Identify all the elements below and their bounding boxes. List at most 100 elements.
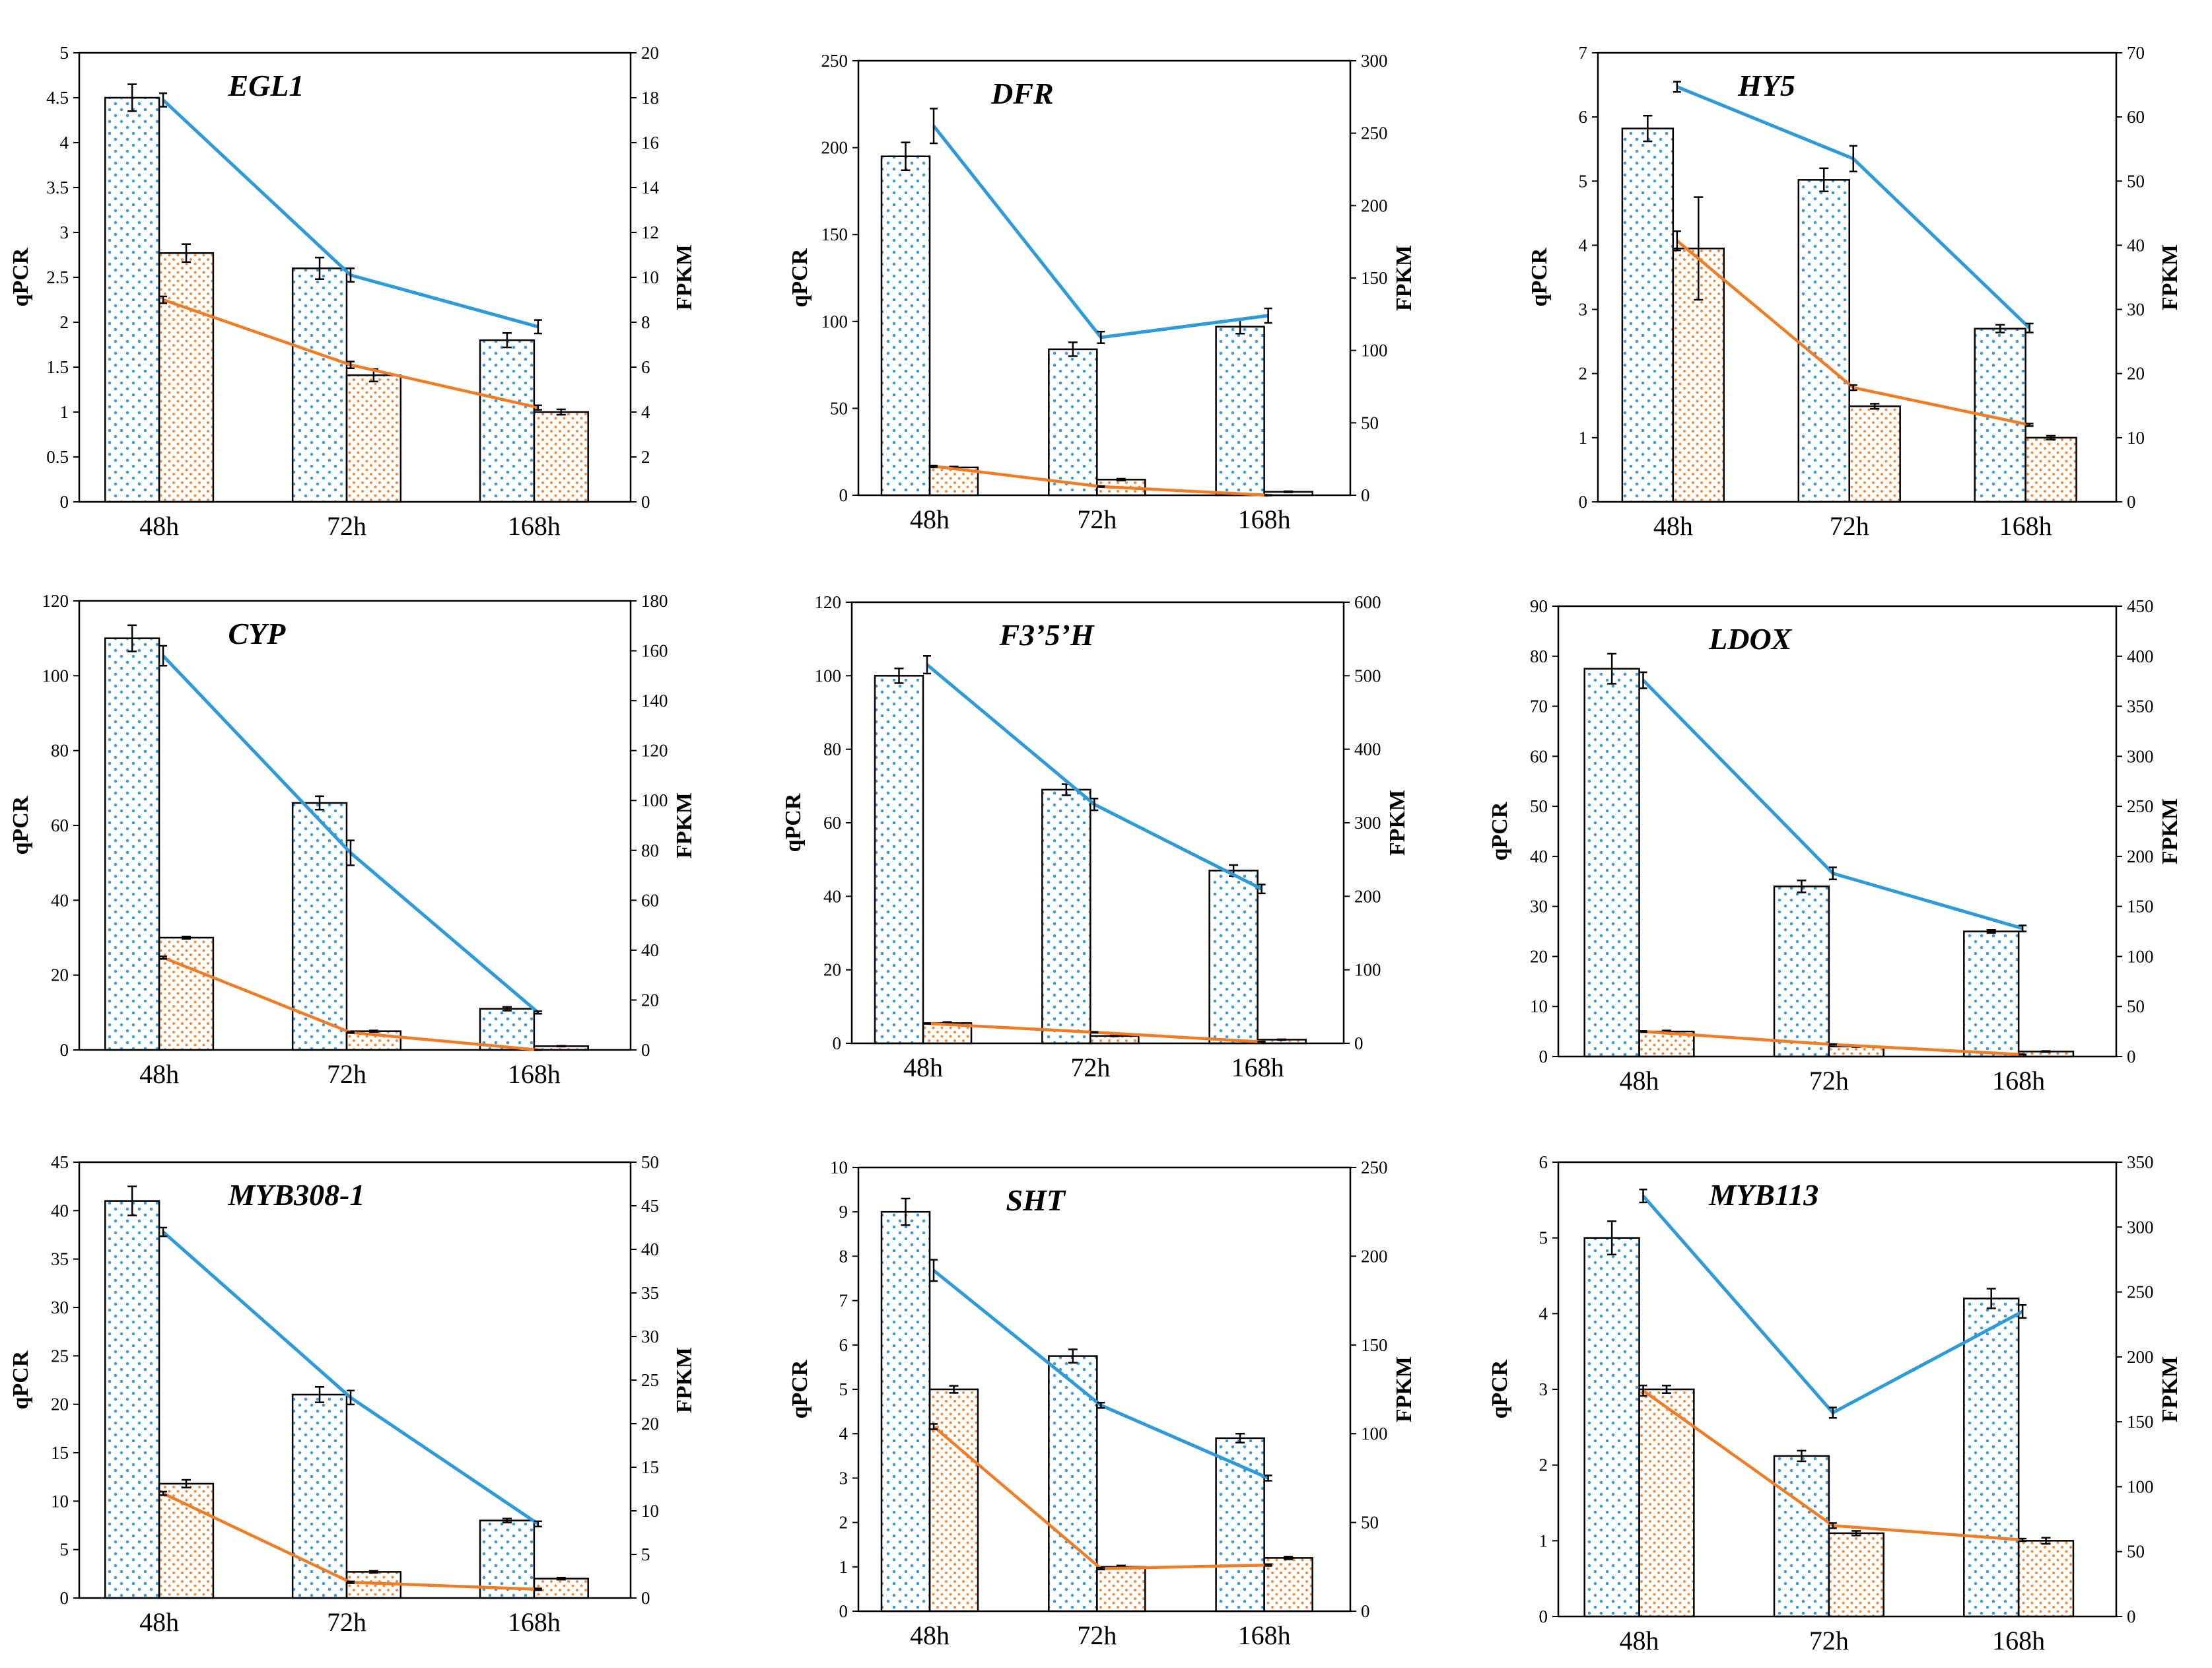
line-point-blue	[2019, 924, 2027, 932]
bar-orange-168h	[2017, 1540, 2075, 1618]
right-tick-label: 200	[1361, 195, 1388, 215]
bar-blue-48h	[880, 155, 931, 497]
bar-blue-72h	[1048, 348, 1098, 497]
left-tick-label: 40	[51, 890, 69, 910]
left-tick-label: 100	[821, 312, 848, 331]
category-label: 72h	[1077, 1620, 1117, 1650]
chart-panel-2: 0 50 100 150 200 250 0 50 100 150 200 250 300 qPCR FPK…	[788, 51, 1416, 534]
left-tick-label: 2	[839, 1513, 848, 1533]
line-point-blue	[1828, 1407, 1837, 1419]
errorbar-orange	[949, 1385, 959, 1394]
line-point-blue	[1097, 330, 1105, 344]
left-tick-label: 15	[51, 1443, 69, 1463]
right-tick-label: 4	[641, 402, 650, 422]
left-tick-label: 30	[1530, 897, 1548, 917]
category-label: 48h	[910, 504, 950, 534]
line-blue	[1676, 85, 2031, 330]
left-tick-label: 60	[51, 816, 69, 835]
left-axis-title: qPCR	[9, 1350, 33, 1409]
errorbar-orange	[181, 243, 191, 263]
chart-panel-4: 0 20 40 60 80 100 120 0 20 40 60 80 100 120 140 160 180 q…	[9, 591, 697, 1089]
chart-title: MYB308-1	[227, 1178, 364, 1212]
left-tick-label: 3	[1579, 300, 1588, 320]
bar-blue-48h	[1583, 668, 1640, 1058]
line-point-orange	[159, 956, 168, 960]
right-tick-label: 60	[2127, 107, 2145, 127]
chart-title: LDOX	[1708, 622, 1793, 656]
left-tick-label: 1	[1579, 428, 1588, 448]
line-point-blue	[1090, 798, 1099, 812]
right-tick-label: 30	[2127, 300, 2145, 320]
bar-blue-168h	[479, 339, 536, 503]
right-tick-label: 16	[641, 133, 659, 153]
line-point-orange	[923, 1022, 932, 1025]
chart-panel-6: 0 10 20 30 40 50 60 70 80 90 0 50 100 150 200 250 300 350…	[1488, 596, 2182, 1095]
left-tick-label: 0	[60, 1040, 69, 1060]
chart-title: CYP	[228, 617, 286, 650]
line-point-orange	[1828, 1043, 1837, 1046]
line-blue	[1642, 679, 2023, 930]
left-tick-label: 40	[51, 1200, 69, 1220]
errorbar-blue	[901, 1197, 911, 1226]
errorbar-blue	[502, 1006, 512, 1012]
errorbar-blue	[1986, 929, 1996, 934]
left-tick-label: 120	[815, 592, 842, 612]
left-tick-label: 50	[1530, 796, 1548, 816]
bar-blue-168h	[1208, 870, 1259, 1045]
right-tick-label: 50	[2127, 996, 2145, 1016]
errorbar-blue	[1986, 1288, 1996, 1309]
chart-title: DFR	[990, 77, 1054, 110]
line-point-blue	[1639, 671, 1647, 689]
errorbar-orange	[556, 408, 566, 416]
left-axis-title: qPCR	[9, 796, 33, 854]
errorbar-orange	[181, 1478, 191, 1489]
errorbar-blue	[127, 83, 137, 112]
left-tick-label: 7	[839, 1291, 848, 1311]
left-tick-label: 1	[1539, 1531, 1548, 1550]
plot-frame	[1557, 605, 2118, 1058]
left-tick-label: 20	[823, 960, 841, 980]
bar-blue-72h	[1041, 788, 1091, 1045]
line-point-orange	[1264, 494, 1272, 497]
line-blue	[932, 125, 1268, 339]
line-point-blue	[1673, 81, 1681, 93]
line-point-orange	[1639, 1030, 1647, 1033]
bar-blue-72h	[291, 802, 348, 1051]
line-point-orange	[2019, 1537, 2027, 1543]
right-tick-label: 150	[1361, 268, 1388, 288]
line-point-blue	[930, 108, 938, 145]
chart-panel-1: 0 0.5 1 1.5 2 2.5 3 3.5 4 4.5 5 0 2 4 6 8 10 12 14 16 18 20 qP…	[9, 43, 697, 541]
left-tick-label: 1	[60, 402, 69, 422]
left-tick-label: 120	[42, 591, 69, 611]
line-point-blue	[534, 319, 542, 335]
errorbar-blue	[894, 667, 904, 684]
right-tick-label: 80	[641, 841, 659, 860]
errorbar-orange	[1277, 1038, 1287, 1041]
left-tick-label: 35	[51, 1249, 69, 1269]
category-label: 72h	[1830, 511, 1869, 541]
right-axis-title: FPKM	[1392, 1356, 1416, 1422]
category-label: 168h	[1238, 1620, 1291, 1650]
bar-blue-72h	[1797, 179, 1850, 503]
bar-blue-168h	[1963, 1298, 2020, 1618]
right-axis-title: FPKM	[2158, 1356, 2182, 1422]
left-tick-label: 100	[815, 666, 842, 685]
left-tick-label: 30	[51, 1298, 69, 1317]
left-tick-label: 5	[1579, 171, 1588, 191]
right-axis-title: FPKM	[672, 1347, 697, 1413]
left-tick-label: 20	[51, 1395, 69, 1414]
category-label: 48h	[139, 1059, 179, 1089]
left-tick-label: 10	[1530, 996, 1548, 1016]
category-label: 168h	[508, 1607, 561, 1637]
left-axis-title: qPCR	[1488, 1360, 1512, 1418]
line-point-blue	[930, 1259, 938, 1282]
left-tick-label: 0	[1539, 1047, 1548, 1066]
right-axis-title: FPKM	[1392, 245, 1416, 311]
right-tick-label: 5	[641, 1545, 650, 1564]
bar-blue-72h	[291, 267, 348, 503]
line-blue	[162, 98, 539, 329]
left-axis-title: qPCR	[788, 1360, 812, 1418]
errorbar-orange	[556, 1045, 566, 1048]
category-label: 168h	[508, 511, 561, 541]
errorbar-blue	[1607, 1220, 1617, 1256]
